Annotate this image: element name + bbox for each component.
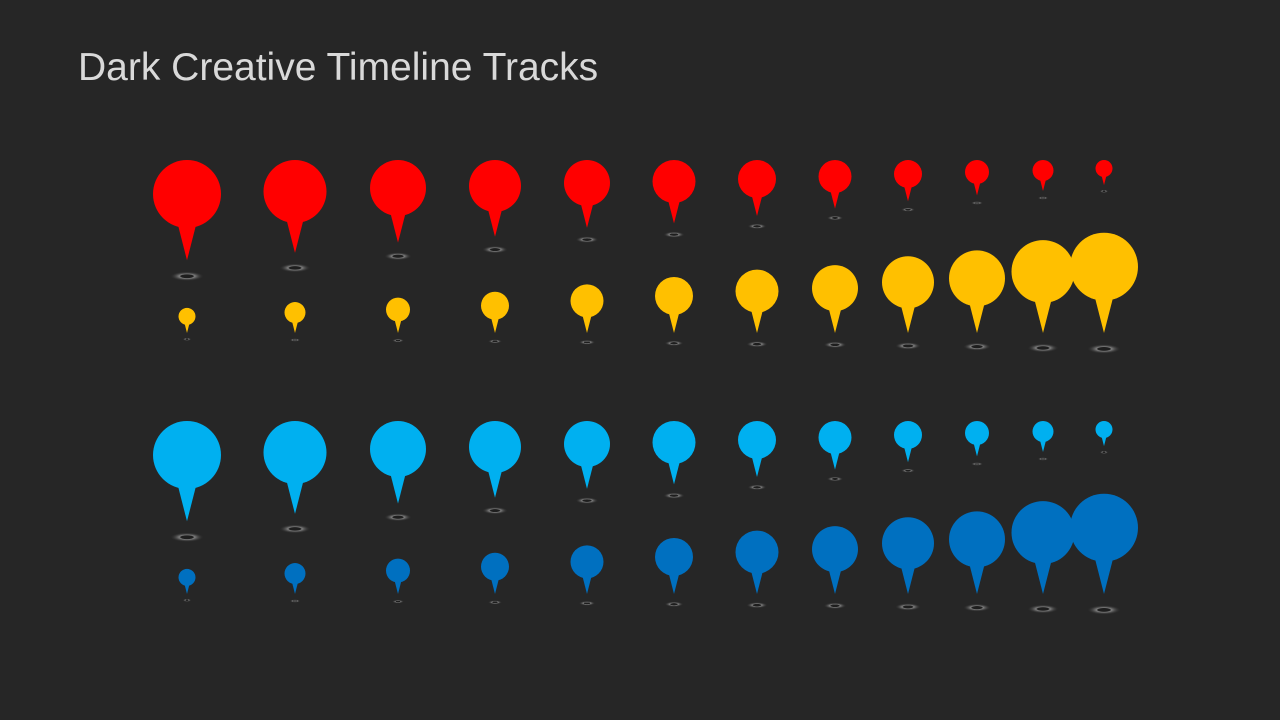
light-blue-pin-icon (652, 421, 696, 499)
dark-blue-pin-icon (949, 511, 1005, 612)
red-pin-icon (965, 160, 989, 205)
yellow-pin-icon (655, 276, 693, 346)
red-pin-icon (818, 160, 852, 221)
red-pin-icon (153, 160, 221, 281)
light-blue-pin-icon (965, 421, 989, 466)
yellow-pin-icon (882, 256, 934, 350)
yellow-pin-icon (386, 297, 410, 343)
dark-blue-pin-icon (882, 517, 934, 611)
dark-blue-pin-icon (284, 563, 306, 603)
light-blue-pin-icon (564, 421, 610, 504)
yellow-pin-icon (284, 302, 306, 342)
red-pin-icon (652, 160, 696, 238)
light-blue-pin-icon (153, 421, 221, 542)
red-pin-icon (1032, 160, 1054, 200)
yellow-pin-icon (949, 250, 1005, 351)
dark-blue-track (178, 493, 1138, 615)
yellow-pin-icon (1011, 240, 1075, 353)
dark-blue-pin-icon (570, 545, 604, 606)
yellow-pin-icon (481, 291, 509, 344)
dark-blue-pin-icon (386, 558, 410, 604)
dark-blue-pin-icon (1070, 493, 1138, 615)
light-blue-pin-icon (263, 421, 327, 534)
yellow-pin-icon (178, 307, 196, 341)
light-blue-pin-icon (1095, 421, 1113, 454)
red-pin-icon (370, 160, 426, 261)
light-blue-pin-icon (1032, 421, 1054, 461)
dark-blue-pin-icon (812, 526, 858, 609)
light-blue-pin-icon (370, 421, 426, 522)
light-blue-pin-icon (469, 421, 521, 515)
red-pin-icon (1095, 160, 1113, 193)
light-blue-pin-icon (894, 421, 922, 473)
light-blue-track (153, 421, 1113, 542)
yellow-pin-icon (570, 284, 604, 345)
red-pin-icon (894, 160, 922, 212)
red-pin-icon (263, 160, 327, 273)
slide-title: Dark Creative Timeline Tracks (78, 46, 599, 89)
yellow-pin-icon (735, 269, 779, 348)
red-pin-icon (469, 160, 521, 254)
yellow-pin-icon (1070, 232, 1138, 354)
dark-blue-pin-icon (1011, 501, 1075, 614)
yellow-track (178, 232, 1138, 354)
light-blue-pin-icon (738, 421, 776, 490)
light-blue-pin-icon (818, 421, 852, 482)
red-pin-icon (738, 160, 776, 229)
dark-blue-pin-icon (655, 537, 693, 607)
dark-blue-pin-icon (178, 568, 196, 602)
dark-blue-pin-icon (735, 530, 779, 609)
red-pin-icon (564, 160, 610, 243)
yellow-pin-icon (812, 265, 858, 348)
dark-blue-pin-icon (481, 552, 509, 605)
red-track (153, 160, 1113, 281)
